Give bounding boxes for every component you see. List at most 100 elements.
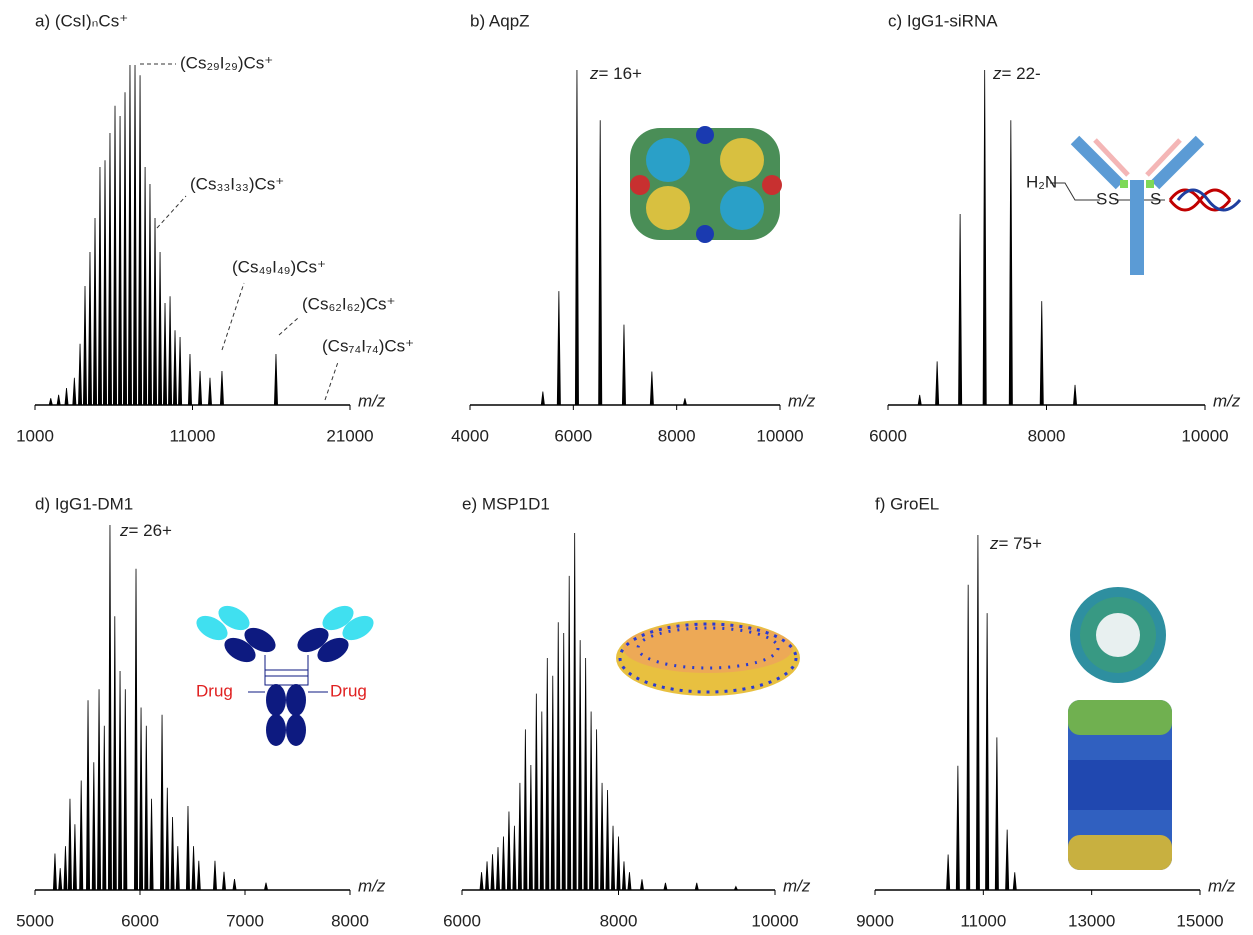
leader-line: [324, 361, 339, 401]
peak: [539, 711, 544, 891]
peak: [160, 714, 165, 891]
inset-label: H₂N: [1026, 172, 1057, 191]
peak: [67, 798, 72, 891]
peak: [103, 160, 108, 406]
peak: [639, 879, 645, 891]
peak: [93, 217, 98, 406]
peak: [123, 92, 128, 406]
peak: [144, 725, 149, 891]
peak: [598, 120, 603, 406]
peak: [495, 847, 501, 891]
leader-line: [156, 195, 187, 229]
peak: [1008, 120, 1013, 406]
peak: [545, 657, 550, 891]
msp1d1-nanodisc: [616, 620, 800, 696]
peak: [935, 361, 940, 406]
peak: [572, 532, 577, 891]
peak: [1012, 872, 1017, 891]
peak: [102, 725, 107, 891]
x-tick-label: 13000: [1068, 911, 1115, 930]
peak: [955, 765, 960, 891]
peak: [170, 816, 175, 891]
panel-title: e) MSP1D1: [462, 494, 550, 513]
peak: [694, 882, 699, 891]
annotation: z= 75+: [989, 534, 1042, 553]
annotation: (Cs₇₄I₇₄)Cs⁺: [322, 336, 414, 355]
peak: [153, 217, 158, 406]
x-tick-label: 21000: [326, 426, 373, 445]
peak: [485, 861, 490, 891]
peak: [649, 371, 654, 406]
peak: [733, 885, 739, 891]
peak: [127, 64, 132, 406]
x-tick-label: 9000: [856, 911, 894, 930]
peak: [682, 398, 688, 406]
peak: [501, 836, 506, 891]
peak: [138, 75, 143, 406]
peak: [133, 64, 138, 406]
x-tick-label: 10000: [1181, 426, 1228, 445]
peak: [97, 166, 102, 406]
peak: [574, 69, 579, 406]
peak: [173, 330, 178, 406]
peak: [556, 622, 561, 891]
peak: [232, 878, 237, 891]
peak: [982, 69, 987, 406]
peak: [207, 377, 213, 406]
peak: [139, 707, 144, 891]
peak: [512, 825, 517, 891]
peak: [149, 798, 154, 891]
peak: [78, 343, 83, 406]
x-tick-label: 6000: [869, 426, 907, 445]
peak: [212, 860, 217, 891]
peak: [72, 824, 77, 891]
peak: [594, 729, 599, 891]
peak: [506, 811, 511, 891]
annotation: (Cs₄₉I₄₉)Cs⁺: [232, 257, 326, 276]
peak: [1072, 384, 1078, 406]
peak: [567, 575, 572, 891]
peak: [479, 872, 484, 891]
inset-label: Drug: [196, 681, 233, 700]
peak: [52, 853, 57, 891]
peak: [600, 782, 605, 891]
peak: [490, 854, 495, 891]
groel-structure: [1068, 587, 1172, 870]
peak: [605, 790, 610, 891]
peak: [221, 871, 227, 891]
x-tick-label: 5000: [16, 911, 54, 930]
peak: [113, 105, 118, 406]
x-tick-label: 11000: [169, 426, 215, 445]
peak: [134, 568, 139, 891]
x-tick-label: 6000: [443, 911, 481, 930]
annotation: z= 26+: [119, 521, 172, 540]
x-tick-label: 6000: [121, 911, 159, 930]
x-tick-label: 8000: [331, 911, 369, 930]
x-tick-label: 8000: [600, 911, 638, 930]
x-axis-label: m/z: [358, 391, 386, 410]
peak: [163, 302, 168, 406]
panel-title: b) AqpZ: [470, 11, 530, 30]
peak: [589, 711, 594, 891]
x-axis-label: m/z: [1213, 391, 1241, 410]
peak: [79, 780, 84, 891]
peak: [1005, 829, 1010, 891]
peak: [168, 296, 173, 406]
peak: [165, 787, 170, 891]
x-axis-label: m/z: [783, 876, 811, 895]
peak: [118, 115, 123, 406]
annotation: z= 22-: [992, 64, 1041, 83]
peak: [523, 729, 528, 891]
peak: [556, 291, 561, 406]
peak: [561, 632, 566, 891]
inset-label: S: [1096, 189, 1107, 208]
peak: [86, 700, 91, 891]
peak: [550, 675, 555, 891]
peak: [87, 251, 92, 406]
x-tick-label: 8000: [658, 426, 696, 445]
x-tick-label: 7000: [226, 911, 264, 930]
peak: [187, 353, 192, 406]
peak: [540, 391, 545, 406]
peak: [147, 183, 152, 406]
